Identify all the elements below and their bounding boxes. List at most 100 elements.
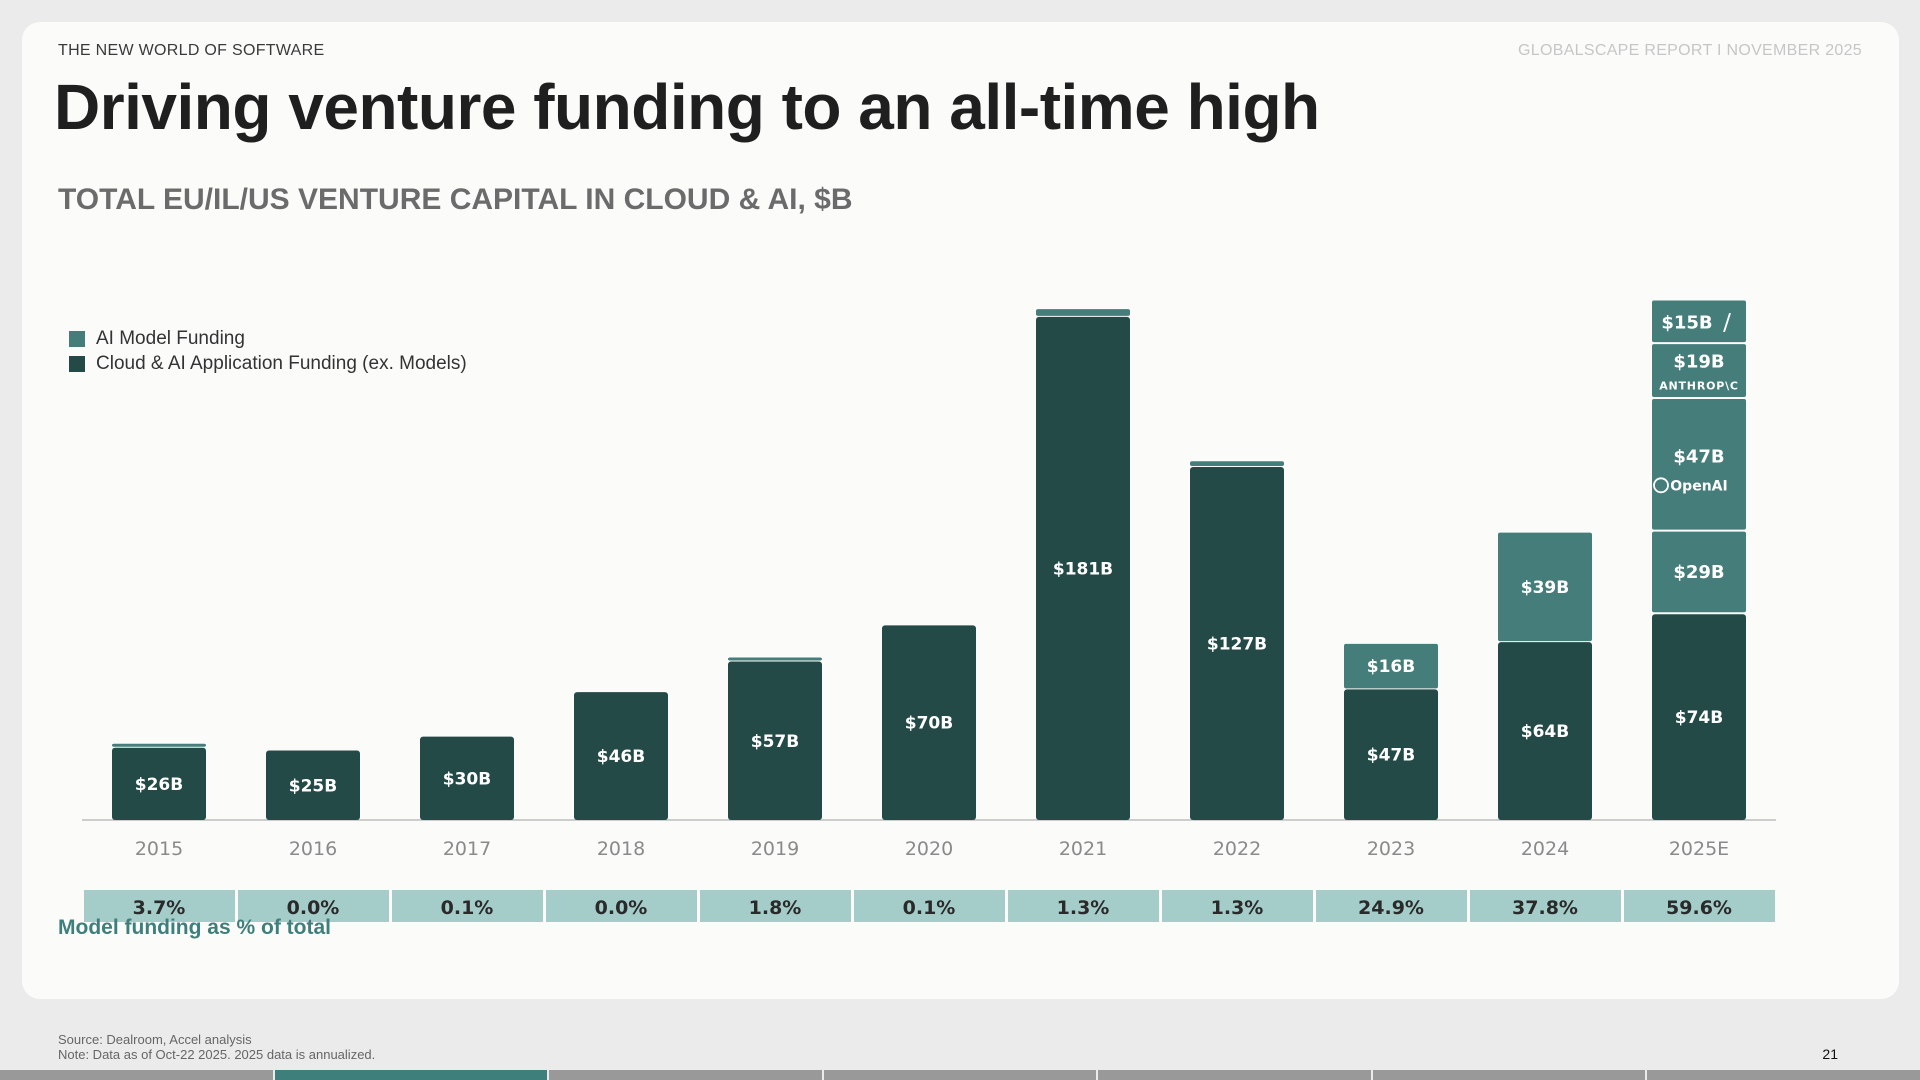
bar-label-app-2022: $127B xyxy=(1207,634,1267,654)
bar-app-2019 xyxy=(728,661,822,820)
x-tick-label-2016: 2016 xyxy=(289,838,337,860)
bar-label-app-2020: $70B xyxy=(905,714,953,734)
pct-cell-2016 xyxy=(238,890,389,922)
bar-label-2025E-seg-1: $29B xyxy=(1673,562,1724,583)
legend-label-model: AI Model Funding xyxy=(96,327,245,349)
pct-label-2020: 0.1% xyxy=(903,897,956,919)
bar-label-app-2018: $46B xyxy=(597,747,645,767)
x-tick-label-2022: 2022 xyxy=(1213,838,1261,860)
page-number: 21 xyxy=(1822,1046,1838,1062)
legend-swatch-model xyxy=(69,330,85,347)
pct-cell-2021 xyxy=(1008,890,1159,922)
bar-model-2025E-seg-2 xyxy=(1652,399,1746,530)
bar-app-2024 xyxy=(1498,642,1592,820)
bar-app-2020 xyxy=(882,625,976,820)
bar-model-2025E-seg-3 xyxy=(1652,344,1746,397)
legend-item-app: Cloud & AI Application Funding (ex. Mode… xyxy=(69,351,467,376)
pct-label-2025E: 59.6% xyxy=(1666,897,1732,919)
bar-label-app-2017: $30B xyxy=(443,769,491,789)
data-note: Note: Data as of Oct-22 2025. 2025 data … xyxy=(58,1047,376,1062)
model-pct-caption: Model funding as % of total xyxy=(58,916,331,939)
openai-logo-text: OpenAI xyxy=(1670,478,1727,494)
x-tick-label-2015: 2015 xyxy=(135,838,183,860)
pct-label-2015: 3.7% xyxy=(133,897,186,919)
progress-segment xyxy=(823,1070,1097,1080)
x-tick-label-2021: 2021 xyxy=(1059,838,1107,860)
bar-label-app-2015: $26B xyxy=(135,775,183,795)
x-tick-label-2019: 2019 xyxy=(751,838,799,860)
bar-model-2019 xyxy=(728,657,822,661)
pct-label-2022: 1.3% xyxy=(1211,897,1264,919)
legend-swatch-app xyxy=(69,355,85,372)
bar-label-2025E-seg-4: $15B xyxy=(1661,312,1712,333)
pct-cell-2017 xyxy=(392,890,543,922)
bar-label-2025E-seg-2: $47B xyxy=(1673,446,1724,467)
pct-label-2024: 37.8% xyxy=(1512,897,1578,919)
pct-cell-2020 xyxy=(854,890,1005,922)
x-tick-label-2020: 2020 xyxy=(905,838,953,860)
section-progress-bar xyxy=(0,1070,1920,1080)
progress-segment xyxy=(1647,1070,1920,1080)
pct-label-2021: 1.3% xyxy=(1057,897,1110,919)
slide-card xyxy=(22,22,1899,999)
progress-segment xyxy=(1098,1070,1371,1080)
pct-label-2016: 0.0% xyxy=(287,897,340,919)
pct-cell-2018 xyxy=(546,890,697,922)
bar-label-app-2024: $64B xyxy=(1521,722,1569,742)
source-note: Source: Dealroom, Accel analysis xyxy=(58,1032,252,1047)
bar-label-model-2023: $16B xyxy=(1367,657,1415,677)
anthropic-logo-text: ANTHROP\C xyxy=(1659,380,1739,393)
chart-legend: AI Model Funding Cloud & AI Application … xyxy=(69,326,467,376)
bar-model-2021 xyxy=(1036,309,1130,316)
bar-label-app-2016: $25B xyxy=(289,776,337,796)
bar-label-model-2024: $39B xyxy=(1521,578,1569,598)
x-tick-label-2017: 2017 xyxy=(443,838,491,860)
x-tick-label-2024: 2024 xyxy=(1521,838,1569,860)
bar-model-2024 xyxy=(1498,532,1592,642)
openai-logo-icon xyxy=(1653,477,1669,494)
progress-segment-active xyxy=(274,1070,548,1080)
bar-app-2021 xyxy=(1036,316,1130,820)
page-title: Driving venture funding to an all-time h… xyxy=(54,71,1320,143)
bar-label-app-2023: $47B xyxy=(1367,746,1415,766)
pct-label-2017: 0.1% xyxy=(441,897,494,919)
bar-model-2015 xyxy=(112,743,206,747)
pct-label-2023: 24.9% xyxy=(1358,897,1424,919)
chart-subtitle: TOTAL EU/IL/US VENTURE CAPITAL IN CLOUD … xyxy=(58,183,853,216)
x-tick-label-2025E: 2025E xyxy=(1669,838,1729,860)
progress-segment xyxy=(0,1070,273,1080)
pct-cell-2015 xyxy=(84,890,235,922)
pct-cell-2024 xyxy=(1470,890,1621,922)
report-label: GLOBALSCAPE REPORT I NOVEMBER 2025 xyxy=(1518,42,1862,59)
pct-cell-2025E xyxy=(1624,890,1775,922)
bar-model-2023 xyxy=(1344,643,1438,689)
progress-segment xyxy=(1372,1070,1646,1080)
kicker: THE NEW WORLD OF SOFTWARE xyxy=(58,42,325,59)
xai-logo-icon: ⧸ xyxy=(1723,310,1732,334)
bar-app-2016 xyxy=(266,750,360,820)
bar-app-2025E xyxy=(1652,614,1746,820)
legend-label-app: Cloud & AI Application Funding (ex. Mode… xyxy=(96,352,467,374)
bar-label-2025E-seg-3: $19B xyxy=(1673,352,1724,373)
pct-label-2018: 0.0% xyxy=(595,897,648,919)
bar-label-app-2025E: $74B xyxy=(1675,708,1723,728)
pct-cell-2023 xyxy=(1316,890,1467,922)
bar-model-2025E-seg-4 xyxy=(1652,300,1746,343)
bar-label-app-2019: $57B xyxy=(751,732,799,752)
bar-app-2018 xyxy=(574,692,668,820)
pct-label-2019: 1.8% xyxy=(749,897,802,919)
pct-cell-2019 xyxy=(700,890,851,922)
pct-cell-2022 xyxy=(1162,890,1313,922)
legend-item-model: AI Model Funding xyxy=(69,326,467,351)
bar-app-2023 xyxy=(1344,689,1438,820)
bar-app-2017 xyxy=(420,736,514,820)
x-tick-label-2023: 2023 xyxy=(1367,838,1415,860)
progress-segment xyxy=(549,1070,822,1080)
bar-model-2025E-seg-1 xyxy=(1652,531,1746,613)
x-tick-label-2018: 2018 xyxy=(597,838,645,860)
bar-app-2022 xyxy=(1190,466,1284,820)
bar-label-app-2021: $181B xyxy=(1053,559,1113,579)
bar-model-2022 xyxy=(1190,461,1284,466)
bar-app-2015 xyxy=(112,747,206,820)
